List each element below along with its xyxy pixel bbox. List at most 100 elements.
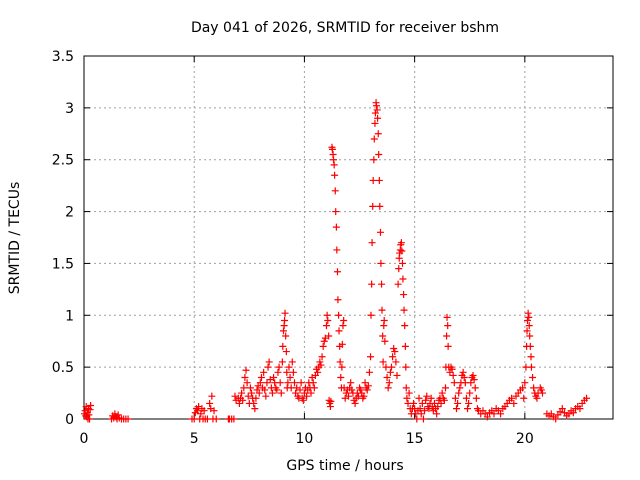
data-point	[124, 415, 132, 423]
data-point	[274, 368, 282, 376]
data-point	[386, 368, 394, 376]
data-point	[283, 368, 291, 376]
data-point	[387, 363, 395, 371]
data-point	[361, 379, 369, 387]
data-point	[527, 353, 535, 361]
data-point	[520, 394, 528, 402]
data-point	[433, 410, 441, 418]
data-point	[375, 176, 383, 184]
x-tick-label: 5	[190, 431, 199, 447]
y-axis-label: SRMTID / TECUs	[7, 182, 23, 295]
data-point	[537, 386, 545, 394]
data-point	[331, 187, 339, 195]
data-point	[466, 389, 474, 397]
y-tick-label: 3.5	[52, 49, 74, 65]
data-point	[309, 379, 317, 387]
data-point	[252, 394, 260, 402]
data-point	[469, 371, 477, 379]
data-point	[318, 353, 326, 361]
data-point	[378, 280, 386, 288]
data-point	[244, 392, 252, 400]
data-point	[264, 363, 272, 371]
data-point	[462, 394, 470, 402]
data-point	[86, 415, 94, 423]
data-point	[262, 392, 270, 400]
data-point	[401, 342, 409, 350]
data-point	[260, 368, 268, 376]
data-point	[289, 368, 297, 376]
data-point	[251, 405, 259, 413]
data-point	[521, 379, 529, 387]
data-point	[111, 410, 119, 418]
data-point	[385, 379, 393, 387]
data-point	[246, 384, 254, 392]
axis-ticks: 0 5 10 15 20 0 0.5 1 1.5 2 2.5 3 3.5	[52, 49, 613, 447]
data-point	[418, 399, 426, 407]
data-point	[450, 379, 458, 387]
data-point	[483, 413, 491, 421]
data-point	[427, 394, 435, 402]
data-point	[471, 384, 479, 392]
data-point	[451, 394, 459, 402]
data-point	[242, 366, 250, 374]
data-point	[206, 399, 214, 407]
data-point	[444, 322, 452, 330]
data-point	[340, 316, 348, 324]
grid-lines	[84, 56, 613, 419]
data-point	[297, 379, 305, 387]
data-point	[332, 208, 340, 216]
data-point	[85, 411, 93, 419]
y-tick-label: 1.5	[52, 256, 74, 272]
data-point	[444, 342, 452, 350]
data-point	[367, 311, 375, 319]
data-point	[332, 223, 340, 231]
data-point	[400, 291, 408, 299]
data-point	[399, 259, 407, 267]
data-point	[257, 374, 265, 382]
data-point	[285, 363, 293, 371]
data-point	[238, 389, 246, 397]
data-point	[261, 386, 269, 394]
data-point	[443, 332, 451, 340]
data-point	[423, 392, 431, 400]
data-point	[200, 407, 208, 415]
data-point	[331, 171, 339, 179]
data-point	[375, 151, 383, 159]
data-point	[268, 389, 276, 397]
data-point	[322, 322, 330, 330]
data-point	[364, 382, 372, 390]
data-point	[526, 332, 534, 340]
data-point	[351, 399, 359, 407]
data-point	[440, 396, 448, 404]
data-point	[402, 363, 410, 371]
data-point	[374, 130, 382, 138]
data-point	[371, 119, 379, 127]
data-point	[310, 384, 318, 392]
data-points	[80, 99, 591, 423]
data-point	[523, 327, 531, 335]
data-point	[376, 202, 384, 210]
data-point	[281, 316, 289, 324]
data-point	[402, 384, 410, 392]
data-point	[405, 389, 413, 397]
data-point	[370, 156, 378, 164]
data-point	[378, 306, 386, 314]
data-point	[403, 394, 411, 402]
data-point	[320, 337, 328, 345]
data-point	[443, 313, 451, 321]
data-point	[519, 384, 527, 392]
y-tick-label: 0	[65, 412, 74, 428]
data-point	[210, 407, 218, 415]
data-point	[417, 410, 425, 418]
data-point	[490, 410, 498, 418]
data-point	[345, 392, 352, 400]
data-point	[330, 156, 338, 164]
data-point	[422, 396, 430, 404]
data-point	[372, 102, 380, 110]
data-point	[212, 415, 220, 423]
data-point	[526, 342, 534, 350]
data-point	[467, 379, 475, 387]
data-point	[413, 415, 421, 423]
y-tick-label: 0.5	[52, 360, 74, 376]
